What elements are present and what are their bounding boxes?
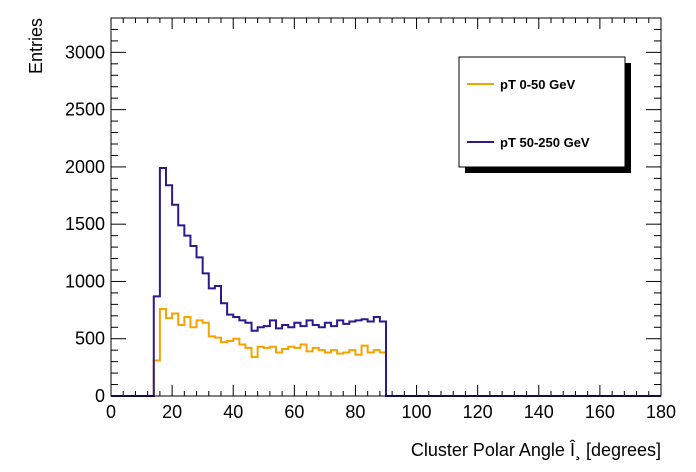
y-tick-label: 2500 [65,100,105,120]
series-line-1 [111,167,661,397]
x-tick-label: 60 [284,402,304,422]
tick-labels: 0 20 40 60 80 100 120 140 160 180 0 500 1000 1500 2000… [65,42,676,422]
x-tick-label: 180 [646,402,676,422]
y-tick-label: 1000 [65,271,105,291]
series-layer [111,167,661,397]
x-tick-label: 160 [585,402,615,422]
plot-frame [110,17,662,397]
x-tick-label: 40 [223,402,243,422]
y-tick-label: 1500 [65,214,105,234]
x-tick-label: 80 [345,402,365,422]
axis-ticks [110,17,662,397]
y-axis-title: Entries [26,18,46,74]
y-tick-label: 3000 [65,42,105,62]
x-tick-label: 120 [463,402,493,422]
x-tick-label: 100 [402,402,432,422]
legend-box [458,56,626,168]
y-tick-label: 0 [95,386,105,406]
x-tick-label: 0 [106,402,116,422]
series-line-0 [111,307,661,397]
x-tick-label: 140 [524,402,554,422]
y-tick-label: 2000 [65,157,105,177]
x-axis-title: Cluster Polar Angle Î¸ [degrees] [411,440,661,460]
x-tick-label: 20 [162,402,182,422]
y-tick-label: 500 [75,329,105,349]
legend-label-pt-50-250: pT 50-250 GeV [500,135,590,150]
legend-label-pt-0-50: pT 0-50 GeV [500,77,575,92]
legend: pT 0-50 GeV pT 50-250 GeV [458,56,631,173]
